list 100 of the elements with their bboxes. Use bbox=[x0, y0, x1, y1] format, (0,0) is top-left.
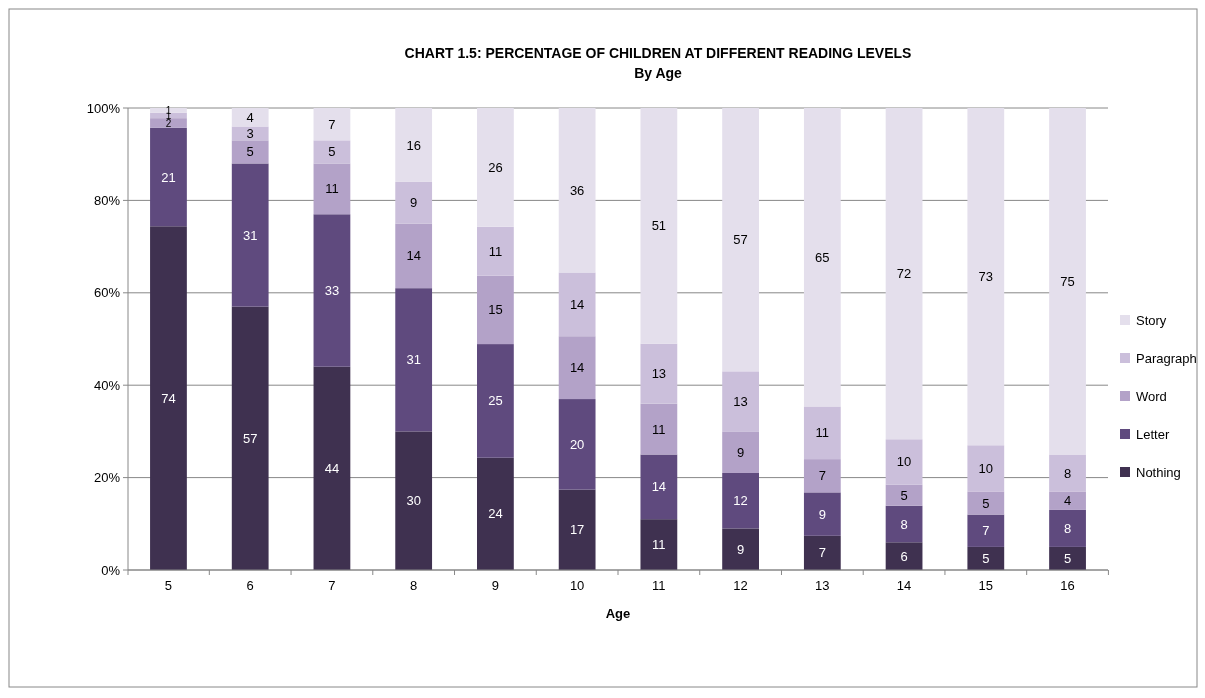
bar bbox=[558, 108, 596, 273]
bar bbox=[231, 140, 269, 164]
bar bbox=[231, 306, 269, 570]
x-tick-label: 11 bbox=[652, 578, 666, 593]
data-label: 13 bbox=[651, 366, 667, 382]
y-tick-label: 60% bbox=[93, 285, 121, 301]
bar bbox=[967, 108, 1005, 446]
bar bbox=[1049, 454, 1086, 492]
x-tick-label: 15 bbox=[978, 578, 994, 593]
bar bbox=[640, 108, 678, 344]
data-label: 74 bbox=[161, 390, 176, 406]
bar bbox=[722, 431, 759, 473]
data-label: 20 bbox=[569, 436, 585, 452]
bar bbox=[640, 454, 678, 520]
data-label: 12 bbox=[733, 493, 748, 509]
bar bbox=[477, 457, 514, 570]
data-label: 21 bbox=[161, 169, 176, 185]
bar bbox=[477, 275, 514, 345]
data-label: 7 bbox=[328, 116, 336, 132]
data-label: 8 bbox=[1063, 465, 1072, 481]
data-label: 14 bbox=[651, 479, 667, 495]
bar bbox=[395, 431, 433, 570]
y-tick-label: 40% bbox=[93, 377, 121, 393]
bar bbox=[885, 439, 923, 485]
bar bbox=[1049, 546, 1086, 570]
data-label: 6 bbox=[900, 548, 908, 564]
data-label: 36 bbox=[569, 182, 585, 198]
bar bbox=[395, 288, 433, 432]
x-tick-label: 8 bbox=[410, 578, 418, 593]
x-tick-label: 5 bbox=[164, 578, 173, 593]
bar bbox=[803, 535, 841, 570]
y-tick-label: 20% bbox=[93, 470, 121, 486]
data-label: 17 bbox=[569, 522, 585, 538]
data-label: 5 bbox=[328, 144, 336, 160]
bar bbox=[558, 272, 596, 337]
data-label: 5 bbox=[246, 144, 254, 160]
data-label: 10 bbox=[978, 460, 994, 476]
bar bbox=[803, 459, 841, 493]
data-label: 33 bbox=[324, 283, 340, 299]
data-label: 14 bbox=[569, 296, 585, 312]
data-label: 11 bbox=[652, 421, 666, 437]
data-label: 13 bbox=[733, 393, 748, 409]
data-label: 16 bbox=[406, 137, 421, 153]
data-label: 7 bbox=[982, 523, 990, 539]
bar bbox=[722, 371, 759, 432]
bar bbox=[313, 140, 351, 164]
data-label: 14 bbox=[406, 248, 421, 264]
bar bbox=[313, 108, 351, 141]
data-label: 3 bbox=[246, 125, 254, 141]
data-label: 4 bbox=[246, 109, 254, 125]
data-label: 75 bbox=[1060, 273, 1075, 289]
bar bbox=[967, 491, 1005, 515]
bar bbox=[477, 226, 514, 276]
data-label: 65 bbox=[815, 249, 830, 265]
data-label: 5 bbox=[982, 551, 990, 566]
bar bbox=[150, 127, 187, 227]
bar bbox=[803, 406, 841, 460]
bar bbox=[558, 399, 596, 490]
data-label: 9 bbox=[736, 541, 745, 557]
data-label: 9 bbox=[410, 195, 418, 211]
data-label: 73 bbox=[978, 269, 994, 285]
bar bbox=[640, 403, 678, 455]
x-tick-label: 10 bbox=[569, 578, 585, 593]
bar bbox=[313, 163, 351, 215]
data-label: 15 bbox=[488, 302, 503, 318]
bar bbox=[1049, 108, 1086, 455]
bar bbox=[885, 505, 923, 543]
x-tick-label: 14 bbox=[896, 578, 912, 593]
y-tick-label: 100% bbox=[86, 100, 121, 116]
bar bbox=[395, 181, 433, 224]
x-tick-label: 7 bbox=[328, 578, 336, 593]
y-tick-label: 0% bbox=[101, 562, 121, 578]
data-label: 24 bbox=[488, 506, 503, 522]
bar bbox=[967, 514, 1005, 547]
legend-label: Letter bbox=[1136, 426, 1170, 442]
data-label: 9 bbox=[736, 444, 745, 460]
data-label: 5 bbox=[900, 487, 908, 503]
chart-subtitle: By Age bbox=[634, 65, 683, 81]
bar bbox=[722, 108, 759, 372]
data-label: 26 bbox=[488, 159, 503, 175]
x-axis-title: Age bbox=[605, 606, 631, 621]
bar bbox=[1049, 509, 1086, 547]
bar bbox=[313, 366, 351, 570]
data-label: 5 bbox=[982, 495, 990, 511]
y-tick-label: 80% bbox=[93, 192, 121, 208]
bar bbox=[640, 343, 678, 404]
bar bbox=[231, 126, 269, 141]
data-label: 7 bbox=[818, 468, 826, 484]
bar bbox=[395, 108, 433, 182]
x-tick-label: 9 bbox=[491, 578, 500, 593]
bar bbox=[395, 223, 433, 289]
x-tick-label: 13 bbox=[815, 578, 830, 593]
x-tick-label: 6 bbox=[246, 578, 254, 593]
legend-label: Story bbox=[1136, 312, 1167, 328]
bar bbox=[231, 163, 269, 307]
data-label: 31 bbox=[242, 227, 258, 243]
bar bbox=[313, 214, 351, 367]
data-label: 31 bbox=[406, 352, 421, 368]
x-tick-label: 16 bbox=[1060, 578, 1075, 593]
bar bbox=[150, 108, 187, 113]
